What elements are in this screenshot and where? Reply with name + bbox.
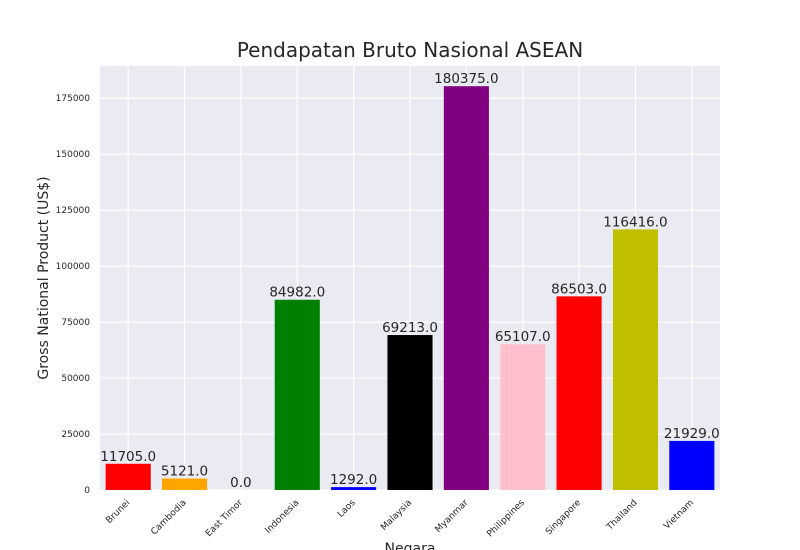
bar-brunei [105,463,151,490]
data-label: 84982.0 [269,285,325,301]
x-tick-label: East Timor [204,498,245,539]
y-tick-label: 50000 [61,374,90,384]
data-label: 11705.0 [100,449,156,465]
bar-malaysia [387,335,433,490]
bar-indonesia [274,299,320,490]
y-axis-label: Gross National Product (US$) [36,176,52,379]
data-label: 69213.0 [382,320,438,336]
data-label: 180375.0 [434,71,498,87]
x-tick-label: Brunei [104,498,132,526]
x-tick-label: Laos [336,498,358,520]
bar-singapore [556,296,602,490]
data-label: 5121.0 [161,464,208,480]
x-tick-label: Myanmar [434,498,471,535]
data-label: 86503.0 [551,281,607,297]
data-label: 21929.0 [664,426,720,442]
x-tick-label: Malaysia [379,498,414,533]
chart-title: Pendapatan Bruto Nasional ASEAN [237,38,583,62]
bar-myanmar [443,86,489,490]
data-label: 116416.0 [603,214,667,230]
x-tick-label: Thailand [604,498,639,533]
y-tick-label: 75000 [61,318,90,328]
x-tick-label: Indonesia [264,498,302,536]
bar-vietnam [669,440,715,490]
x-axis-label: Negara [385,541,436,550]
data-label: 0.0 [230,475,251,491]
y-tick-label: 150000 [56,150,91,160]
x-tick-label: Philippines [485,498,527,540]
y-tick-label: 0 [84,486,90,496]
y-tick-label: 175000 [56,94,91,104]
data-label: 1292.0 [330,472,377,488]
x-tick-label: Vietnam [662,498,696,532]
bar-laos [331,487,377,490]
bar-thailand [612,229,658,490]
y-tick-label: 100000 [56,262,91,272]
x-tick-label: Cambodia [149,498,188,537]
x-tick-label: Singapore [544,498,584,538]
y-tick-label: 25000 [61,430,90,440]
bar-cambodia [162,478,208,490]
y-tick-label: 125000 [56,206,91,216]
bar-philippines [500,344,546,490]
data-label: 65107.0 [495,329,551,345]
